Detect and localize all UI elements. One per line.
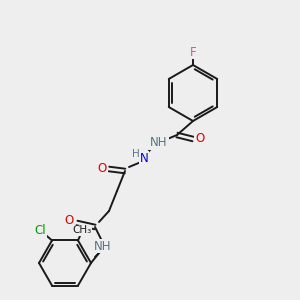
Text: N: N bbox=[140, 152, 148, 164]
Text: O: O bbox=[195, 133, 205, 146]
Text: NH: NH bbox=[94, 239, 112, 253]
Text: H: H bbox=[132, 149, 140, 159]
Text: F: F bbox=[190, 46, 196, 59]
Text: O: O bbox=[98, 161, 106, 175]
Text: CH₃: CH₃ bbox=[72, 226, 92, 236]
Text: NH: NH bbox=[150, 136, 168, 149]
Text: Cl: Cl bbox=[34, 224, 46, 237]
Text: O: O bbox=[64, 214, 74, 227]
